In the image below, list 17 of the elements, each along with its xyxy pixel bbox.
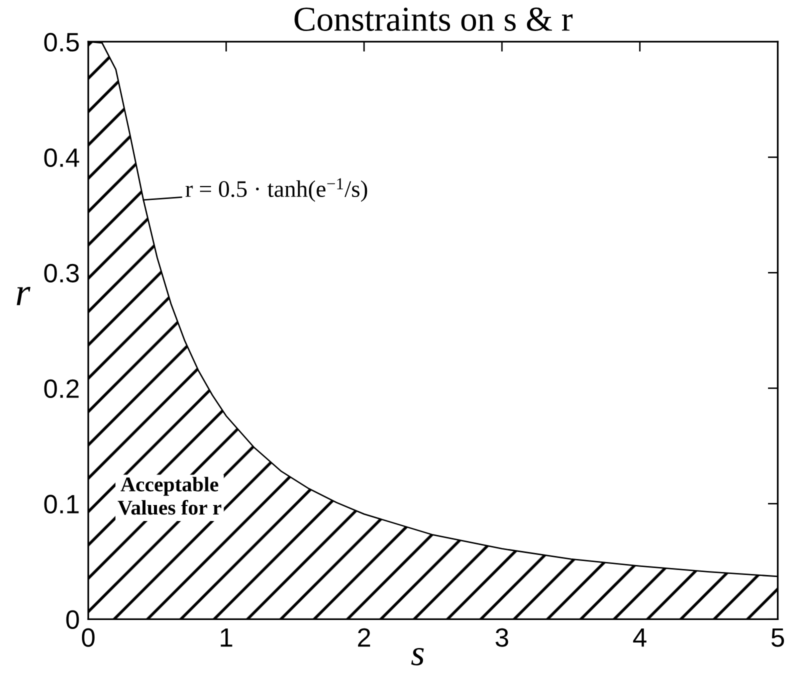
y-tick-label: 0.5 <box>44 32 79 52</box>
y-tick-label: 0.2 <box>44 379 79 398</box>
x-tick-label: 5 <box>771 628 784 647</box>
y-axis-title: r <box>16 286 30 306</box>
chart-title: Constraints on s & r <box>294 8 573 31</box>
annotation: Acceptable Values for r <box>118 476 222 515</box>
x-tick-label: 3 <box>496 628 508 647</box>
x-tick-label: 4 <box>633 628 646 647</box>
y-tick-label: 0.3 <box>44 264 79 283</box>
y-tick-label: 0.4 <box>44 148 80 168</box>
y-tick-label: 0.1 <box>44 494 79 514</box>
annotation: r = 0.5 · tanh(e$^{−1}$/s) <box>186 178 368 202</box>
y-tick-label: 0 <box>66 610 79 629</box>
x-tick-label: 2 <box>358 628 370 647</box>
x-tick-label: 0 <box>82 628 95 647</box>
x-axis-title: s <box>411 648 424 666</box>
x-tick-label: 1 <box>220 628 232 647</box>
